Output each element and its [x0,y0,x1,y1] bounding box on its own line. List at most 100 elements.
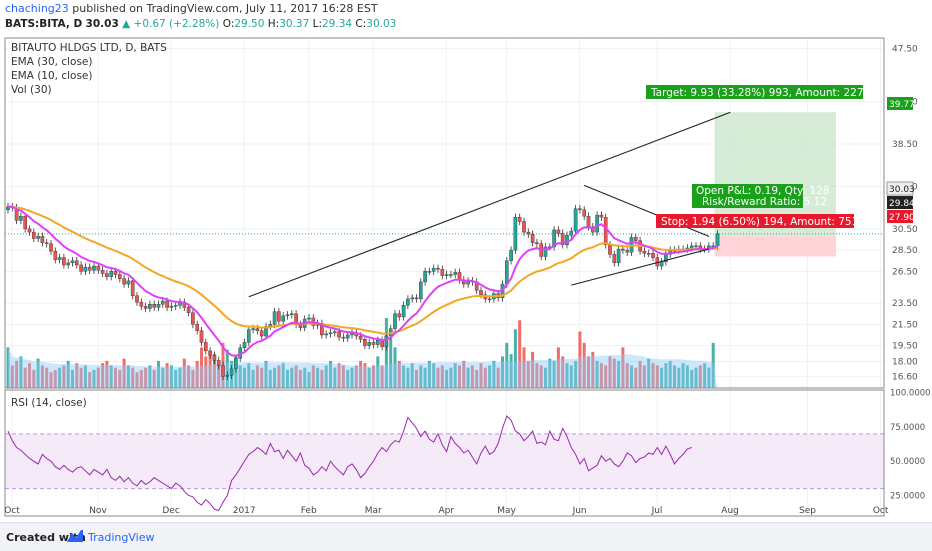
volume-bar [462,360,466,388]
candle-body [509,249,513,261]
volume-bar [320,369,324,388]
candle-body [646,253,651,255]
price-chart[interactable]: Target: 9.93 (33.28%) 993, Amount: 2271.… [0,34,932,522]
candle-body [526,231,531,235]
candle-body [324,333,329,336]
volume-bar [651,363,655,388]
chart-legend[interactable]: BITAUTO HLDGS LTD, D, BATS EMA (30, clos… [11,42,167,409]
volume-bar [144,367,148,388]
x-tick-label: Nov [89,506,107,516]
volume-bar [273,367,277,388]
volume-bar [380,365,384,388]
volume-bar [169,365,173,388]
change-value: +0.67 (+2.28%) [133,18,220,30]
vol-legend[interactable]: Vol (30) [11,84,52,96]
volume-bar [316,367,320,388]
volume-ma [8,347,718,388]
stop-label[interactable]: Stop: 1.94 (6.50%) 194, Amount: 751.68 [661,216,875,228]
ema30-legend[interactable]: EMA (30, close) [11,56,93,68]
volume-bar [698,365,702,388]
rsi-line [7,415,692,512]
volume-bar [565,363,569,388]
target-label-bg [646,85,863,99]
candle-body [277,311,281,322]
change-up-icon: ▲ [122,18,131,30]
volume-bar [165,363,169,388]
volume-bar [617,360,621,388]
volume-bar [10,365,14,388]
candle-body [689,245,694,249]
volume-bar [122,358,126,388]
volume-bar [58,367,62,388]
y-tick-label: 38.50 [892,140,918,150]
volume-bar [324,365,328,388]
candle-body [642,250,647,254]
ema10-legend[interactable]: EMA (10, close) [11,70,93,82]
volume-bar [71,369,74,388]
volume-bar [535,363,539,388]
candle-body [457,272,462,281]
author-link[interactable]: chaching23 [5,2,69,15]
candle-body [337,331,341,338]
rr-label[interactable]: Risk/Reward Ratio: 5.12 [702,196,827,208]
target-label[interactable]: Target: 9.93 (33.28%) 993, Amount: 2271.… [650,87,887,99]
volume-bar [544,367,547,388]
ema10-line [7,205,719,357]
y-tick-label: 21.50 [892,320,918,330]
tradingview-brand[interactable]: TradingView [88,531,155,544]
last-price: 30.03 [85,18,119,30]
volume-bar [638,360,642,388]
position-labels[interactable]: Target: 9.93 (33.28%) 993, Amount: 2271.… [646,85,887,228]
volume-bar [668,360,672,388]
volume-bar [281,363,285,388]
candle-body [694,245,698,248]
volume-bar [53,369,57,388]
volume-bar [376,356,380,388]
candle-body [203,342,208,352]
volume-bar [191,369,195,388]
candle-body [621,248,625,251]
candle-body [414,297,419,300]
volume-bar [440,365,444,388]
volume-bar [685,365,689,388]
target-price-badge-bg [887,97,913,110]
volume-bar [45,367,49,388]
volume-bar [178,367,182,388]
candle-body [109,271,113,277]
candle-body [49,243,53,252]
main-frame [4,37,885,389]
volume-bar [707,367,711,388]
candle-body [419,281,423,300]
volume-bar [247,363,251,388]
volume-bar [483,367,487,388]
trendlines[interactable] [248,111,731,298]
candle-body [595,214,599,233]
volume-bar [307,372,311,388]
volume-bar [599,363,603,388]
candle-body [57,257,62,260]
volume-bar [655,365,659,388]
candle-body [573,208,578,232]
candle-body [259,330,264,337]
candle-body [160,300,165,305]
volume-bar [453,363,457,388]
volume-bar [427,360,431,388]
candle-body [569,230,574,236]
candle-body [431,267,436,272]
rsi-tick-label: 75.0000 [890,423,925,433]
close-label: C: [355,18,367,30]
volume-bar [243,367,246,388]
volume-bar [264,360,268,388]
volume-bar [88,372,92,388]
volume-bar [126,365,130,388]
openpl-label[interactable]: Open P&L: 0.19, Qty: 128 [696,185,829,197]
volume-bar [677,367,681,388]
candle-body [423,271,427,283]
candle-body [32,231,36,239]
volume-bar [526,360,530,388]
candle-body [659,261,664,267]
rsi-legend[interactable]: RSI (14, close) [11,397,87,409]
volume-bar [470,365,474,388]
x-tick-label: Dec [162,506,179,516]
volume-bar [445,369,449,388]
